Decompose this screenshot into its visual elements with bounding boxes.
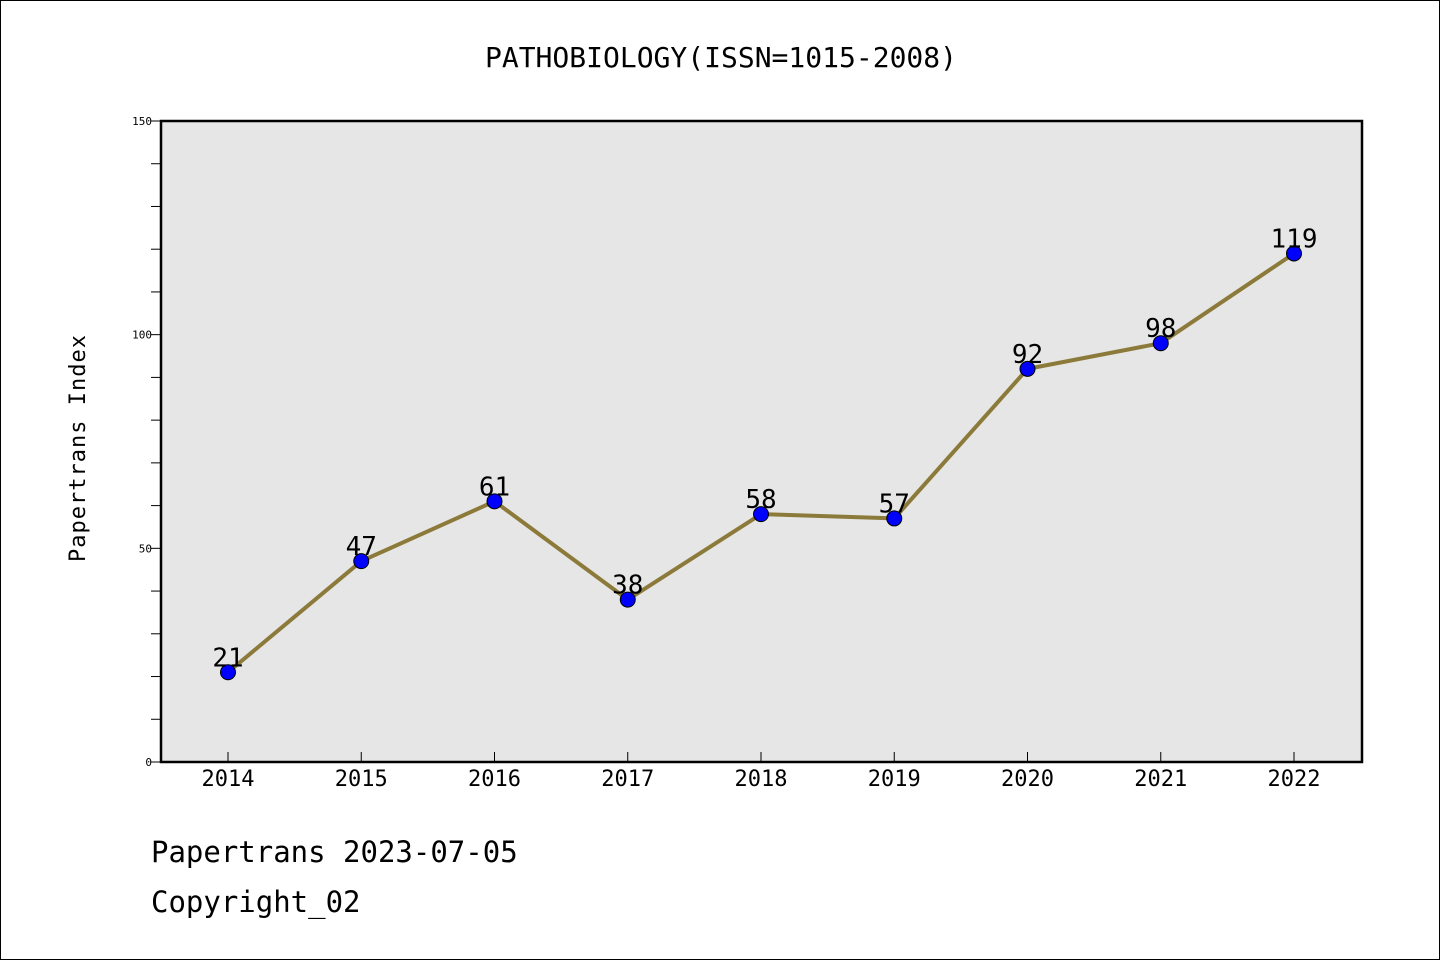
footer-copyright: Copyright_02 (151, 885, 361, 919)
data-point (1286, 245, 1302, 262)
data-label: 21 (212, 643, 243, 673)
data-label: 58 (745, 485, 776, 515)
x-tick-label: 2019 (868, 767, 921, 792)
data-labels: 21 47 61 38 58 57 92 98 119 (212, 224, 1317, 673)
x-tick-label: 2022 (1268, 767, 1321, 792)
series-points (220, 245, 1302, 681)
y-tick-label: 0 (145, 756, 152, 769)
data-label: 47 (346, 532, 377, 562)
data-point (619, 591, 636, 608)
data-point (220, 664, 236, 681)
data-label: 38 (612, 571, 643, 601)
y-tick-label: 100 (132, 329, 152, 342)
chart-title: PATHOBIOLOGY(ISSN=1015-2008) (485, 41, 957, 74)
data-label: 119 (1271, 224, 1318, 254)
y-axis-label: Papertrans Index (66, 334, 91, 562)
data-label: 92 (1012, 340, 1043, 370)
data-point (1019, 360, 1036, 377)
data-label: 57 (879, 489, 910, 519)
x-tick-label: 2015 (335, 767, 388, 792)
data-label: 61 (479, 472, 510, 502)
x-tick-label: 2020 (1001, 767, 1054, 792)
x-ticks: 2014 2015 2016 2017 2018 2019 2020 2021 2022 (202, 752, 1321, 792)
x-tick-label: 2017 (601, 767, 654, 792)
x-tick-label: 2018 (735, 767, 788, 792)
footer-date: Papertrans 2023-07-05 (151, 835, 518, 869)
y-major-ticks: 0 50 100 150 (132, 115, 161, 769)
data-label: 98 (1145, 314, 1176, 344)
y-tick-label: 150 (132, 115, 152, 128)
data-point (486, 493, 503, 510)
x-tick-label: 2021 (1134, 767, 1187, 792)
y-minor-ticks (151, 163, 161, 720)
data-point (1152, 335, 1169, 352)
y-tick-label: 50 (139, 542, 152, 555)
plot-area (159, 119, 1364, 764)
data-point (353, 553, 370, 570)
x-tick-label: 2014 (202, 767, 255, 792)
data-point (753, 506, 769, 523)
x-tick-label: 2016 (468, 767, 521, 792)
data-point (886, 510, 903, 527)
